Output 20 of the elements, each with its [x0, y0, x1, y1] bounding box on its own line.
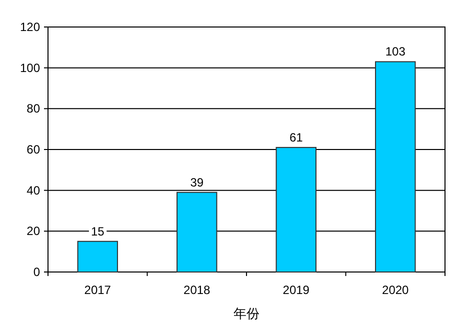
bar: [77, 240, 118, 272]
x-axis-title: 年份: [234, 306, 260, 321]
x-tick-label: 2019: [282, 283, 310, 297]
y-tick-label: 80: [26, 102, 40, 116]
data-label: 103: [385, 44, 406, 59]
data-label: 39: [190, 175, 204, 190]
y-tick-label: 0: [33, 265, 40, 279]
bar: [176, 192, 218, 272]
bar: [276, 146, 316, 272]
x-tick-label: 2018: [184, 283, 211, 297]
x-tick-label: 2017: [84, 283, 112, 297]
y-tick-label: 40: [26, 183, 40, 198]
data-label: 15: [90, 224, 105, 238]
data-label: 61: [289, 130, 304, 144]
y-tick-label: 120: [20, 20, 40, 34]
y-tick-label: 60: [26, 142, 40, 156]
y-tick-label: 20: [26, 224, 40, 238]
bar: [375, 61, 416, 272]
y-tick-label: 100: [20, 60, 40, 75]
x-tick-label: 2020: [382, 283, 410, 297]
